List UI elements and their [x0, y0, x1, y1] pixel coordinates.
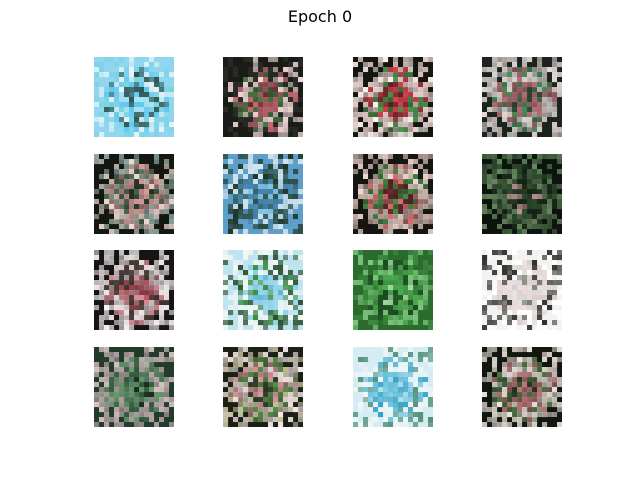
sample-1-3-image	[353, 57, 433, 137]
sample-3-2	[223, 250, 303, 330]
sample-3-1-image	[94, 250, 174, 330]
sample-2-3-image	[353, 154, 433, 234]
sample-3-2-image	[223, 250, 303, 330]
sample-4-4	[482, 347, 562, 427]
sample-4-1-image	[94, 347, 174, 427]
sample-2-1-image	[94, 154, 174, 234]
sample-2-3	[353, 154, 433, 234]
sample-4-2	[223, 347, 303, 427]
sample-1-2-image	[223, 57, 303, 137]
sample-3-1	[94, 250, 174, 330]
sample-4-3-image	[353, 347, 433, 427]
sample-2-4-image	[482, 154, 562, 234]
sample-1-4-image	[482, 57, 562, 137]
figure-title: Epoch 0	[287, 7, 353, 26]
sample-1-1-image	[94, 57, 174, 137]
sample-1-4	[482, 57, 562, 137]
sample-2-1	[94, 154, 174, 234]
sample-3-4-image	[482, 250, 562, 330]
sample-4-2-image	[223, 347, 303, 427]
sample-2-2	[223, 154, 303, 234]
sample-1-2	[223, 57, 303, 137]
sample-3-3	[353, 250, 433, 330]
sample-3-4	[482, 250, 562, 330]
sample-3-3-image	[353, 250, 433, 330]
sample-4-4-image	[482, 347, 562, 427]
sample-1-3	[353, 57, 433, 137]
sample-2-4	[482, 154, 562, 234]
sample-1-1	[94, 57, 174, 137]
sample-4-3	[353, 347, 433, 427]
sample-4-1	[94, 347, 174, 427]
sample-2-2-image	[223, 154, 303, 234]
